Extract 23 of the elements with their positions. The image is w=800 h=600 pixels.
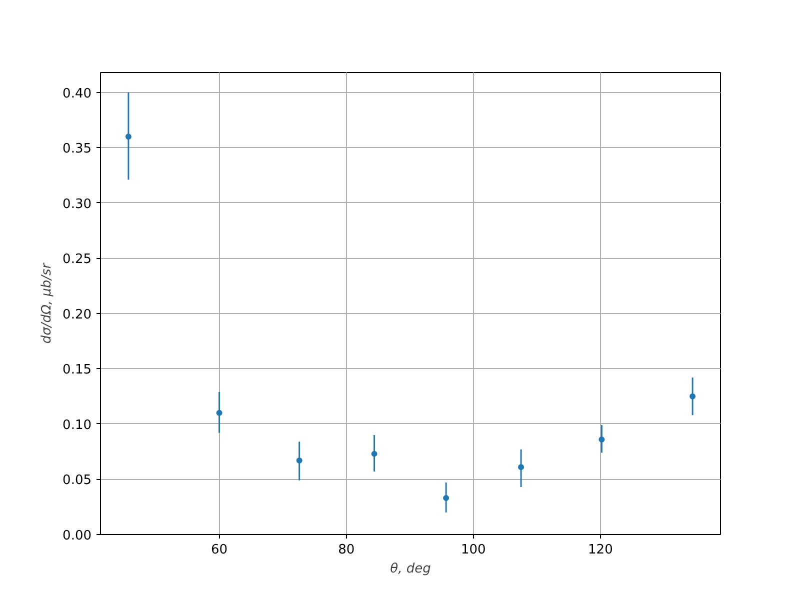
y-tick-label: 0.30	[62, 196, 92, 212]
point	[518, 464, 524, 470]
point	[598, 436, 605, 442]
x-tick-label: 60	[211, 542, 228, 558]
point	[371, 450, 378, 457]
y-tick-label: 0.40	[62, 86, 92, 102]
x-tick-label: 120	[588, 542, 613, 558]
y-axis-title: dσ/dΩ, μb/sr	[40, 262, 55, 344]
point	[296, 457, 302, 464]
point	[690, 393, 696, 400]
point	[216, 410, 222, 416]
x-tick-label: 100	[460, 542, 486, 558]
y-tick-label: 0.25	[62, 252, 92, 268]
x-axis-title: θ, deg	[390, 562, 431, 576]
y-tick-label: 0.15	[62, 362, 92, 378]
point	[125, 134, 132, 140]
y-tick-label: 0.05	[62, 473, 92, 488]
y-tick-label: 0.20	[62, 307, 92, 322]
y-tick-label: 0.10	[62, 418, 92, 433]
point	[443, 495, 450, 502]
y-tick-label: 0.00	[62, 528, 92, 544]
x-tick-label: 80	[338, 542, 355, 558]
y-tick-label: 0.35	[62, 142, 92, 157]
